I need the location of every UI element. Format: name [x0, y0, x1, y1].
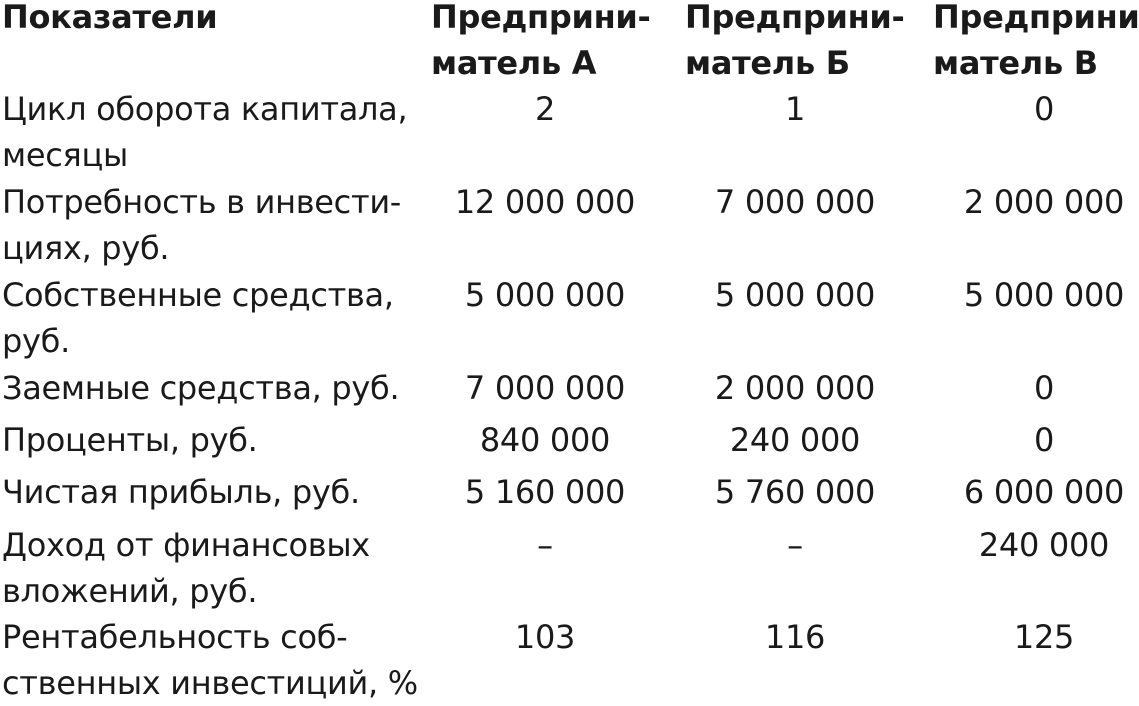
row-label: Проценты, руб.: [2, 421, 258, 459]
row-value-c: 0: [1033, 369, 1055, 407]
row-value-b: 7 000 000: [714, 183, 876, 221]
row-value-a: 5 000 000: [464, 276, 626, 314]
row-value-b: 5 760 000: [714, 473, 876, 511]
row-value-a: 103: [514, 618, 576, 656]
header-entrepreneur-a: Предприни- матель А: [431, 0, 651, 82]
row-label: Чистая прибыль, руб.: [2, 473, 360, 511]
row-value-c: 0: [1033, 421, 1055, 459]
header-entrepreneur-c: Предприни- матель В: [933, 0, 1139, 82]
row-label: Собственные средства, руб.: [2, 276, 394, 360]
row-value-c: 125: [1013, 618, 1075, 656]
header-indicator: Показатели: [2, 0, 218, 36]
row-label: Потребность в инвести- циях, руб.: [2, 183, 402, 267]
row-value-b: 2 000 000: [714, 369, 876, 407]
row-value-a: 840 000: [479, 421, 611, 459]
row-value-b: 240 000: [729, 421, 861, 459]
row-value-b: 1: [784, 90, 806, 128]
row-value-a: 2: [534, 90, 556, 128]
row-value-b: 5 000 000: [714, 276, 876, 314]
row-label: Цикл оборота капитала, месяцы: [2, 90, 408, 174]
row-label: Доход от финансовых вложений, руб.: [2, 526, 370, 610]
row-value-c: 6 000 000: [963, 473, 1125, 511]
row-value-a: 5 160 000: [464, 473, 626, 511]
row-value-a: 7 000 000: [464, 369, 626, 407]
row-value-b: –: [787, 526, 803, 564]
header-entrepreneur-b: Предприни- матель Б: [685, 0, 905, 82]
row-value-a: –: [537, 526, 553, 564]
row-value-a: 12 000 000: [454, 183, 636, 221]
row-value-c: 240 000: [978, 526, 1110, 564]
row-value-c: 0: [1033, 90, 1055, 128]
row-value-c: 2 000 000: [963, 183, 1125, 221]
row-value-c: 5 000 000: [963, 276, 1125, 314]
row-label: Рентабельность соб- ственных инвестиций,…: [2, 618, 418, 702]
row-label: Заемные средства, руб.: [2, 369, 400, 407]
row-value-b: 116: [764, 618, 826, 656]
